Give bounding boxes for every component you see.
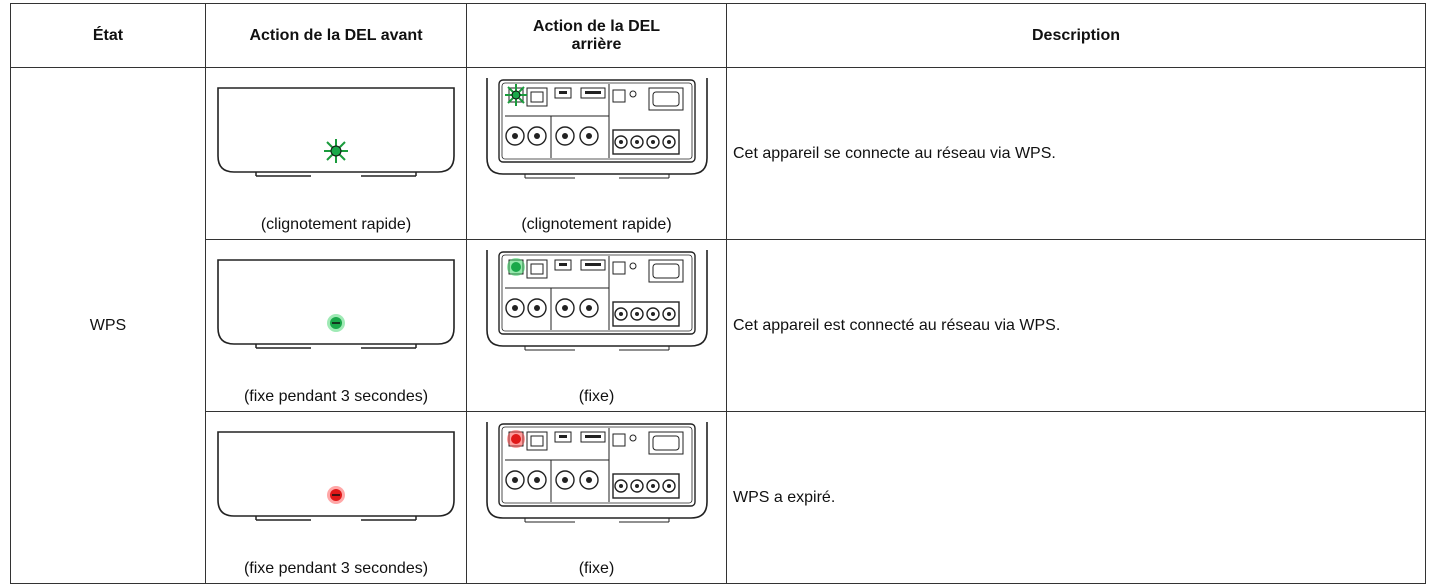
front-cell: (fixe pendant 3 secondes)	[205, 411, 467, 584]
rear-cell: (fixe)	[466, 239, 727, 412]
header: État	[10, 3, 206, 68]
state: WPS	[10, 67, 206, 584]
led-table: État Action de la DEL avant Action de la…	[10, 3, 1426, 584]
front-led-illustration	[216, 256, 456, 356]
front-cell: (clignotement rapide)	[205, 67, 467, 240]
rear-led-illustration	[485, 248, 709, 352]
description: Cet appareil se connecte au réseau via W…	[726, 67, 1426, 240]
rear-cell: (fixe)	[466, 411, 727, 584]
rear-cell: (clignotement rapide)	[466, 67, 727, 240]
description: Cet appareil est connecté au réseau via …	[726, 239, 1426, 412]
description: WPS a expiré.	[726, 411, 1426, 584]
front-led-illustration	[216, 84, 456, 184]
front-cell: (fixe pendant 3 secondes)	[205, 239, 467, 412]
row: (fixe pendant 3 secondes) (fixe) Cet app…	[11, 239, 1426, 412]
rear-led-illustration	[485, 420, 709, 524]
rear-caption: (fixe)	[578, 388, 615, 405]
header: Description	[726, 3, 1426, 68]
front-caption: (fixe pendant 3 secondes)	[243, 388, 429, 405]
header: Action de la DEL arrière	[466, 3, 727, 68]
header-row: État Action de la DEL avant Action de la…	[10, 3, 1426, 68]
header: Action de la DEL avant	[205, 3, 467, 68]
rear-caption: (fixe)	[578, 560, 615, 577]
row: (fixe pendant 3 secondes) (fixe) WPS a e…	[11, 411, 1426, 584]
front-caption: (fixe pendant 3 secondes)	[243, 560, 429, 577]
rear-led-illustration	[485, 76, 709, 180]
front-led-illustration	[216, 428, 456, 528]
row: WPS (clignotement rapide) (clignotement …	[10, 67, 1426, 584]
front-caption: (clignotement rapide)	[260, 216, 412, 233]
rear-caption: (clignotement rapide)	[521, 216, 672, 233]
